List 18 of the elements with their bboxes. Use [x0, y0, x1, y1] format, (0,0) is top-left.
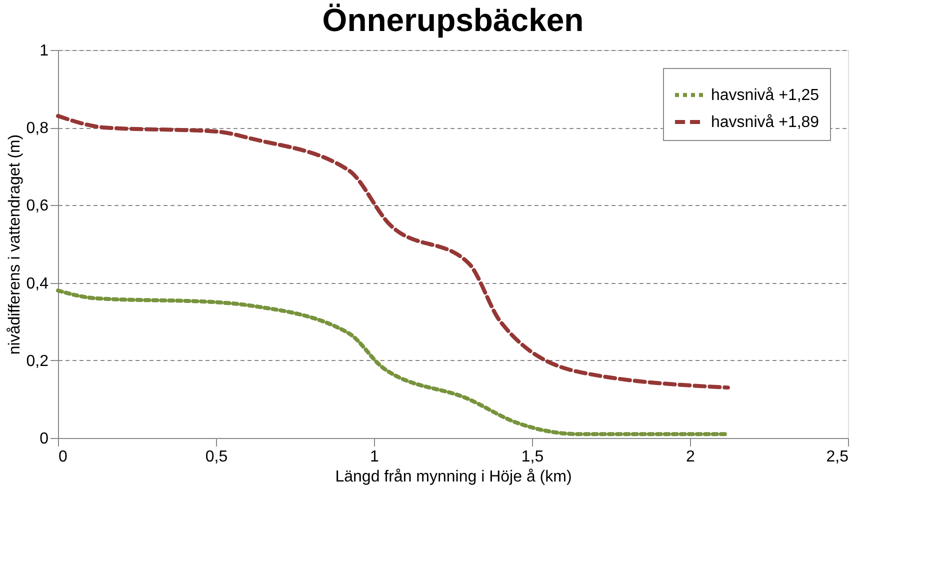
- y-tick-label: 0: [40, 430, 49, 448]
- x-tick-label: 2,5: [826, 448, 849, 466]
- x-tick-label: 0,5: [205, 448, 228, 466]
- y-tick-label: 1: [40, 42, 49, 60]
- y-tick-label: 0,8: [26, 120, 49, 138]
- chart-title: Önnerupsbäcken: [322, 2, 584, 38]
- x-tick-label: 1,5: [521, 448, 544, 466]
- legend-label: havsnivå +1,25: [711, 87, 820, 104]
- y-tick-label: 0,4: [26, 275, 49, 292]
- y-axis-title: nivådifferens i vattendraget (m): [6, 134, 24, 355]
- y-tick-label: 0,6: [26, 198, 49, 215]
- x-axis-title: Längd från mynning i Höje å (km): [335, 468, 572, 486]
- x-tick-label: 1: [370, 448, 380, 466]
- legend-label: havsnivå +1,89: [711, 114, 820, 131]
- line-series: [56, 288, 730, 436]
- x-tick-label: 2: [686, 448, 696, 466]
- x-tick-label: 0: [58, 448, 68, 466]
- y-tick-label: 0,2: [26, 352, 49, 370]
